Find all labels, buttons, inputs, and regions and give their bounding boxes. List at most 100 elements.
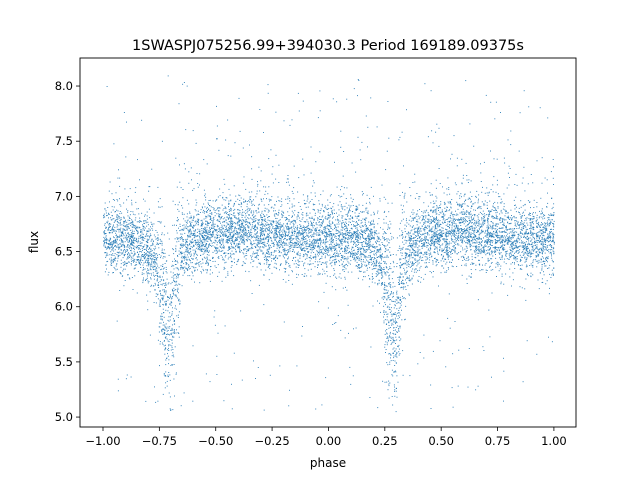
data-point bbox=[225, 207, 227, 209]
data-point bbox=[326, 248, 328, 250]
data-point bbox=[242, 219, 244, 221]
data-point bbox=[301, 248, 303, 250]
data-point bbox=[233, 204, 235, 206]
data-point bbox=[119, 177, 121, 179]
data-point bbox=[393, 357, 395, 359]
data-point bbox=[496, 249, 498, 251]
data-point bbox=[284, 237, 286, 239]
data-point bbox=[390, 293, 392, 295]
data-point bbox=[288, 237, 290, 239]
data-point bbox=[479, 207, 481, 209]
data-point bbox=[351, 246, 353, 248]
data-point bbox=[418, 196, 420, 198]
data-point bbox=[487, 257, 489, 259]
data-point bbox=[255, 236, 257, 238]
data-point bbox=[178, 273, 180, 275]
data-point bbox=[336, 250, 338, 252]
data-point bbox=[348, 231, 350, 233]
data-point bbox=[328, 215, 330, 217]
data-point bbox=[279, 251, 281, 253]
data-point bbox=[327, 208, 329, 210]
data-point bbox=[151, 227, 153, 229]
data-point bbox=[346, 263, 347, 265]
data-point bbox=[136, 239, 137, 240]
data-point bbox=[399, 325, 401, 327]
data-point bbox=[418, 252, 420, 254]
data-point bbox=[431, 130, 433, 132]
data-point bbox=[350, 239, 352, 241]
data-point bbox=[169, 396, 171, 398]
data-point bbox=[549, 264, 551, 266]
data-point bbox=[528, 218, 530, 219]
data-point bbox=[465, 162, 467, 164]
data-point bbox=[241, 224, 243, 226]
data-point bbox=[369, 235, 371, 237]
data-point bbox=[195, 257, 197, 259]
data-point bbox=[489, 249, 491, 250]
data-point bbox=[500, 217, 502, 219]
data-point bbox=[475, 246, 477, 248]
data-point bbox=[214, 324, 216, 326]
data-point bbox=[506, 250, 508, 252]
data-point bbox=[413, 271, 415, 273]
data-point bbox=[409, 257, 411, 259]
data-point bbox=[352, 198, 354, 200]
data-point bbox=[261, 212, 263, 214]
data-point bbox=[448, 232, 449, 234]
data-point bbox=[402, 283, 404, 285]
data-point bbox=[308, 251, 309, 253]
data-point bbox=[290, 236, 292, 238]
data-point bbox=[364, 271, 366, 273]
data-point bbox=[348, 332, 349, 334]
data-point bbox=[447, 225, 448, 227]
data-point bbox=[494, 210, 496, 211]
data-point bbox=[287, 196, 289, 198]
data-point bbox=[378, 218, 380, 219]
data-point bbox=[251, 191, 253, 193]
data-point bbox=[336, 101, 338, 103]
data-point bbox=[130, 241, 132, 243]
data-point bbox=[295, 226, 296, 228]
data-point bbox=[344, 258, 346, 260]
data-point bbox=[374, 230, 376, 232]
data-point bbox=[337, 244, 339, 246]
data-point bbox=[173, 356, 175, 358]
data-point bbox=[396, 308, 398, 310]
data-point bbox=[257, 181, 258, 183]
data-point bbox=[198, 249, 200, 251]
data-point bbox=[500, 283, 502, 285]
data-point bbox=[272, 182, 274, 184]
data-point bbox=[466, 179, 468, 181]
data-point bbox=[469, 219, 470, 221]
data-point bbox=[391, 396, 393, 397]
data-point bbox=[498, 235, 500, 237]
data-point bbox=[224, 256, 226, 258]
data-point bbox=[439, 183, 441, 184]
data-point bbox=[109, 181, 111, 183]
data-point bbox=[404, 262, 406, 264]
data-point bbox=[424, 222, 426, 224]
data-point bbox=[292, 192, 294, 194]
data-point bbox=[220, 227, 222, 229]
data-point bbox=[543, 274, 545, 276]
data-point bbox=[333, 256, 334, 258]
data-point bbox=[437, 225, 439, 227]
data-point bbox=[346, 98, 348, 100]
data-point bbox=[254, 225, 256, 227]
data-point bbox=[398, 329, 400, 331]
data-point bbox=[399, 245, 401, 247]
data-point bbox=[249, 233, 251, 235]
data-point bbox=[457, 226, 459, 228]
data-point bbox=[255, 196, 257, 198]
data-point bbox=[318, 221, 320, 223]
data-point bbox=[287, 203, 289, 204]
data-point bbox=[288, 238, 290, 240]
data-point bbox=[370, 257, 372, 259]
data-point bbox=[492, 269, 494, 271]
data-point bbox=[153, 261, 155, 263]
data-point bbox=[160, 315, 162, 317]
data-point bbox=[505, 263, 507, 265]
data-point bbox=[218, 207, 220, 209]
data-point bbox=[162, 296, 164, 298]
data-point bbox=[185, 242, 186, 244]
